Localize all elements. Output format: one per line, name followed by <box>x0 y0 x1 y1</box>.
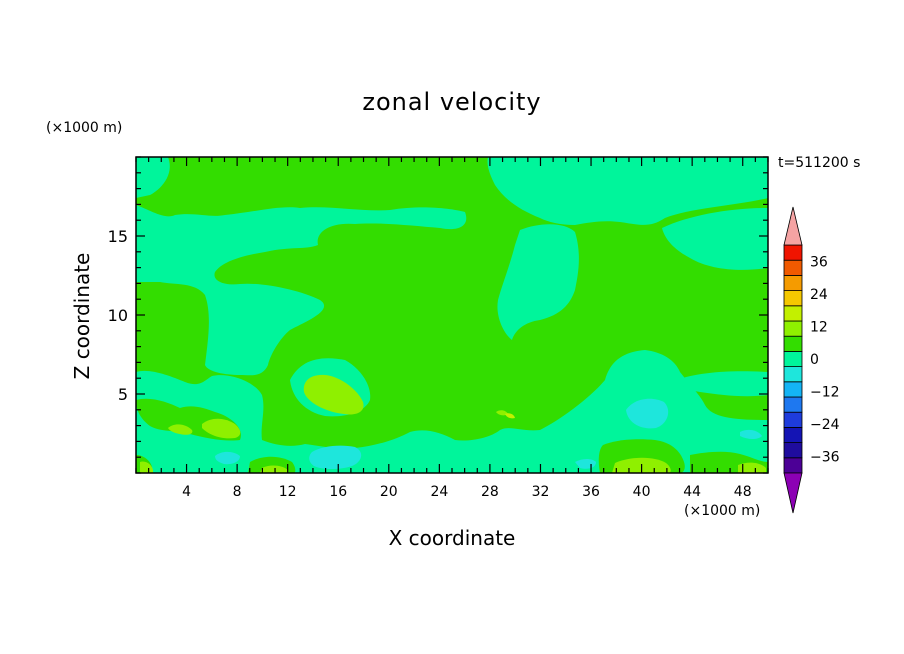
x-tick-label: 44 <box>683 484 701 500</box>
contour-band-6-to-12 <box>202 418 241 439</box>
x-tick-label: 8 <box>233 484 242 500</box>
colorbar-band <box>783 411 803 428</box>
y-tick-label: 5 <box>118 385 128 404</box>
colorbar-under-arrow <box>783 472 803 514</box>
colorbar-tick-label: 12 <box>810 319 828 335</box>
x-tick-label: 32 <box>532 484 550 500</box>
colorbar-over-arrow <box>783 206 803 246</box>
colorbar-tick-label: −12 <box>810 385 840 401</box>
x-axis-label: X coordinate <box>388 526 516 550</box>
x-tick-label: 20 <box>380 484 398 500</box>
contour-band-neg6-to-0 <box>497 224 579 340</box>
colorbar-tick-label: 0 <box>810 352 819 368</box>
y-tick-label: 15 <box>108 227 128 246</box>
colorbar-band <box>783 366 803 383</box>
chart-title: zonal velocity <box>362 88 542 116</box>
x-tick-label: 36 <box>582 484 600 500</box>
colorbar-band <box>783 350 803 367</box>
colorbar-band <box>783 320 803 337</box>
colorbar-band <box>783 457 803 474</box>
x-tick-label: 12 <box>279 484 297 500</box>
contour-band-neg12-to-neg6 <box>626 398 669 429</box>
contour-band-neg6-to-0 <box>487 157 768 225</box>
x-tick-label: 40 <box>633 484 651 500</box>
colorbar-band <box>783 442 803 459</box>
colorbar-band <box>783 335 803 352</box>
colorbar-tick-label: −36 <box>810 450 840 466</box>
colorbar-band <box>783 426 803 443</box>
contour-band-neg6-to-0 <box>676 371 768 397</box>
colorbar-tick-label: 24 <box>810 287 828 303</box>
x-tick-label: 4 <box>182 484 191 500</box>
colorbar-band <box>783 396 803 413</box>
contour-band-neg6-to-0 <box>136 350 768 473</box>
contour-band-6-to-12 <box>140 461 153 473</box>
contour-band-6-to-12 <box>303 374 364 415</box>
colorbar-tick-label: 36 <box>810 254 828 270</box>
contour-band-6-to-12 <box>496 410 508 416</box>
time-label: t=511200 s <box>778 155 861 171</box>
contour-band-neg12-to-neg6 <box>215 451 240 465</box>
contour-field <box>136 157 768 473</box>
contour-band-6-to-12 <box>505 413 515 419</box>
colorbar-band <box>783 259 803 276</box>
y-tick-label: 10 <box>108 306 128 325</box>
x-tick-label: 48 <box>734 484 752 500</box>
x-tick-label: 28 <box>481 484 499 500</box>
contour-band-neg6-to-0 <box>136 205 467 376</box>
contour-band-neg12-to-neg6 <box>309 445 362 469</box>
z-axis-unit: (×1000 m) <box>46 120 123 136</box>
contour-band-6-to-12 <box>738 462 766 473</box>
colorbar: 36 24 12 0 −12 −24 −36 <box>783 206 840 514</box>
contour-band-6-to-12 <box>260 465 288 473</box>
contour-band-neg6-to-0 <box>136 157 170 198</box>
contour-band-6-to-12 <box>168 424 193 435</box>
colorbar-band <box>783 244 803 261</box>
contour-band-neg6-to-0 <box>662 208 768 270</box>
x-tick-label: 16 <box>329 484 347 500</box>
colorbar-tick-label: −24 <box>810 417 840 433</box>
colorbar-band <box>783 290 803 307</box>
x-tick-label: 24 <box>430 484 448 500</box>
x-axis-unit: (×1000 m) <box>684 503 761 519</box>
colorbar-band <box>783 274 803 291</box>
contour-band-neg12-to-neg6 <box>740 429 762 439</box>
colorbar-band <box>783 381 803 398</box>
colorbar-band <box>783 305 803 322</box>
